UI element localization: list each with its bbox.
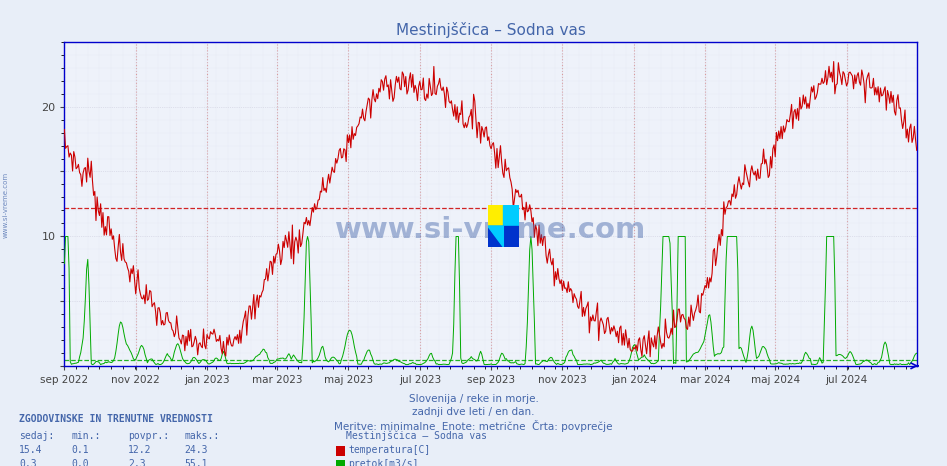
- Text: 55.1: 55.1: [185, 459, 208, 466]
- Text: temperatura[C]: temperatura[C]: [348, 445, 431, 455]
- Text: 0.1: 0.1: [71, 445, 89, 455]
- Title: Mestinjščica – Sodna vas: Mestinjščica – Sodna vas: [396, 22, 585, 38]
- Text: 2.3: 2.3: [128, 459, 146, 466]
- Bar: [488, 205, 504, 226]
- Text: www.si-vreme.com: www.si-vreme.com: [335, 216, 646, 244]
- Polygon shape: [488, 226, 504, 247]
- Text: www.si-vreme.com: www.si-vreme.com: [3, 172, 9, 238]
- Text: zadnji dve leti / en dan.: zadnji dve leti / en dan.: [412, 407, 535, 417]
- Text: Mestinjščica – Sodna vas: Mestinjščica – Sodna vas: [346, 431, 487, 441]
- Text: ZGODOVINSKE IN TRENUTNE VREDNOSTI: ZGODOVINSKE IN TRENUTNE VREDNOSTI: [19, 414, 213, 424]
- Text: min.:: min.:: [71, 432, 100, 441]
- Text: 24.3: 24.3: [185, 445, 208, 455]
- Text: povpr.:: povpr.:: [128, 432, 169, 441]
- Bar: [504, 205, 519, 226]
- Text: sedaj:: sedaj:: [19, 432, 54, 441]
- Text: Meritve: minimalne  Enote: metrične  Črta: povprečje: Meritve: minimalne Enote: metrične Črta:…: [334, 420, 613, 432]
- Text: maks.:: maks.:: [185, 432, 220, 441]
- Text: 0.0: 0.0: [71, 459, 89, 466]
- Text: 15.4: 15.4: [19, 445, 43, 455]
- Text: pretok[m3/s]: pretok[m3/s]: [348, 459, 419, 466]
- Bar: [488, 226, 519, 247]
- Text: 12.2: 12.2: [128, 445, 152, 455]
- Text: Slovenija / reke in morje.: Slovenija / reke in morje.: [408, 394, 539, 404]
- Text: 0.3: 0.3: [19, 459, 37, 466]
